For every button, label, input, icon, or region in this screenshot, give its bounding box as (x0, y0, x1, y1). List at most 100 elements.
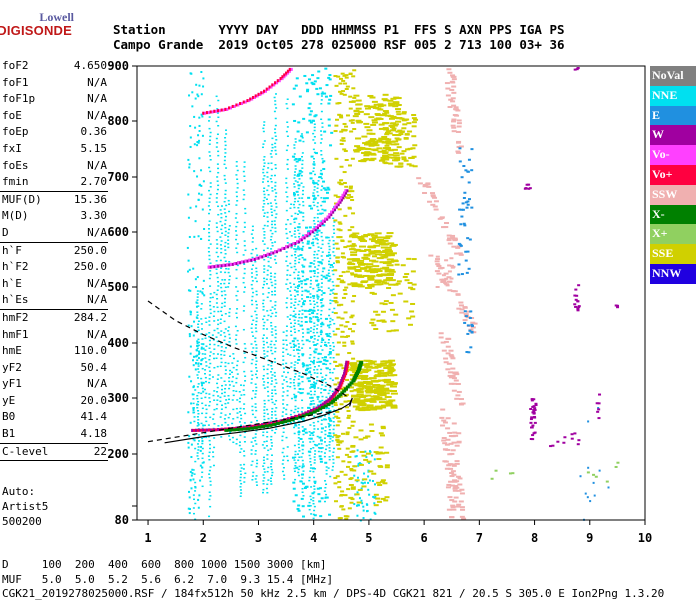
echo-point (267, 260, 270, 263)
echo-point (301, 152, 304, 154)
echo-point (291, 456, 295, 459)
echo-point (441, 419, 447, 422)
echo-point (462, 222, 466, 225)
echo-point (430, 195, 436, 198)
echo-point (262, 474, 265, 476)
echo-point (197, 383, 200, 385)
echo-point (275, 340, 278, 342)
echo-point (299, 392, 303, 395)
echo-point (313, 350, 316, 353)
echo-point (470, 330, 474, 333)
echo-point (274, 301, 277, 303)
echo-point (406, 163, 412, 166)
echo-point (370, 275, 376, 278)
echo-point (350, 486, 356, 489)
echo-point (310, 242, 314, 245)
echo-point (316, 268, 319, 270)
echo-point (446, 68, 452, 71)
echo-point (450, 504, 456, 507)
echo-point (263, 321, 266, 324)
echo-point (456, 390, 462, 393)
x-tick-label: 5 (365, 531, 372, 545)
echo-point (312, 238, 315, 241)
trace-point (220, 108, 223, 112)
echo-point (396, 280, 402, 283)
echo-point (293, 328, 296, 331)
echo-point (467, 198, 471, 201)
echo-point (193, 115, 196, 118)
echo-point (231, 399, 234, 401)
echo-point (197, 434, 200, 436)
echo-point (209, 495, 212, 497)
echo-point (439, 216, 445, 219)
echo-point (227, 362, 230, 365)
echo-point (243, 450, 246, 452)
echo-point (216, 289, 219, 291)
param-row: foF1p N/A (2, 92, 107, 106)
echo-point (197, 198, 200, 201)
echo-point (243, 263, 246, 265)
echo-point (200, 113, 203, 116)
echo-point (265, 337, 268, 339)
echo-point (224, 152, 227, 154)
echo-point (194, 286, 197, 289)
echo-point (224, 421, 227, 424)
echo-point (255, 274, 258, 276)
echo-point (338, 274, 343, 277)
echo-point (411, 283, 417, 286)
echo-point (208, 235, 211, 238)
echo-point (356, 377, 364, 380)
echo-point (313, 253, 316, 256)
echo-point (194, 460, 197, 463)
echo-point (576, 443, 580, 446)
echo-point (270, 174, 273, 177)
echo-point (347, 229, 352, 232)
echo-point (300, 133, 303, 135)
echo-point (308, 119, 312, 122)
echo-point (208, 151, 211, 153)
echo-point (309, 283, 312, 285)
echo-cluster (549, 432, 581, 448)
echo-point (208, 404, 211, 407)
echo-point (511, 472, 515, 475)
echo-point (462, 165, 466, 168)
echo-point (347, 261, 352, 264)
echo-point (325, 444, 328, 447)
echo-point (376, 500, 382, 503)
echo-point (301, 193, 304, 196)
echo-point (321, 126, 324, 128)
echo-point (327, 118, 331, 121)
echo-point (333, 75, 338, 78)
echo-point (384, 451, 390, 454)
echo-point (396, 138, 402, 141)
echo-point (374, 365, 382, 368)
echo-point (371, 479, 374, 482)
echo-point (312, 502, 315, 505)
echo-point (208, 332, 211, 334)
echo-point (239, 407, 242, 410)
echo-point (250, 268, 253, 270)
echo-point (466, 250, 470, 253)
echo-point (224, 313, 227, 315)
ssw-trace (444, 68, 464, 154)
echo-point (463, 310, 467, 313)
echo-point (293, 470, 296, 473)
echo-point (205, 321, 208, 324)
trace-point (235, 428, 240, 432)
echo-point (375, 113, 382, 116)
echo-point (197, 235, 200, 238)
echo-point (188, 512, 191, 515)
echo-point (308, 313, 311, 316)
echo-point (236, 373, 239, 375)
echo-point (251, 358, 254, 361)
trace-point (315, 408, 320, 412)
echo-point (275, 262, 278, 264)
echo-point (283, 478, 286, 480)
param-row: yE 20.0 (2, 393, 107, 407)
echo-column (288, 203, 293, 424)
echo-point (294, 478, 297, 481)
echo-point (446, 464, 452, 467)
echo-point (224, 384, 227, 386)
echo-point (362, 482, 365, 485)
trace-point (354, 373, 359, 377)
